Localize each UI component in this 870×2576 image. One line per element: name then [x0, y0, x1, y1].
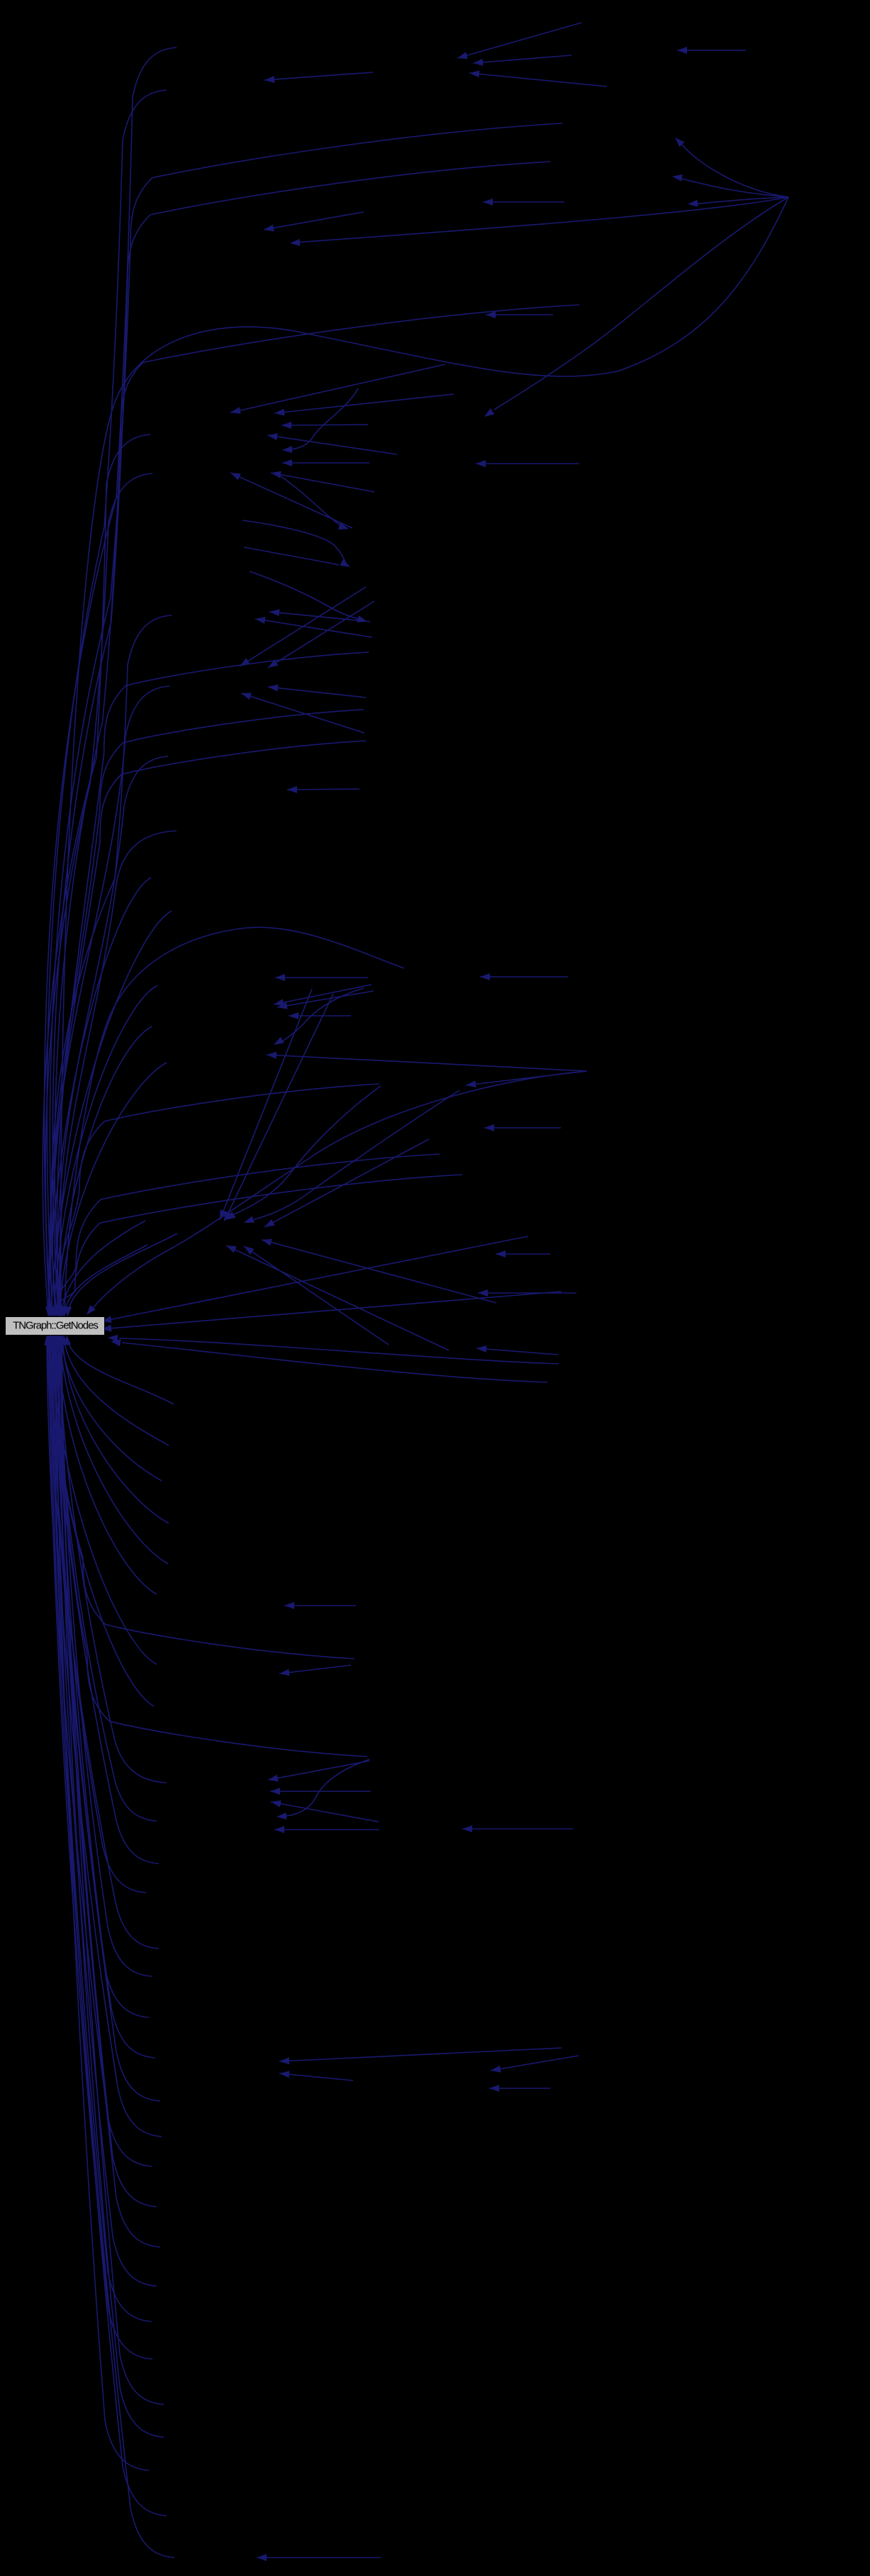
- svg-text:TNGraph::GetNodes: TNGraph::GetNodes: [13, 1320, 98, 1332]
